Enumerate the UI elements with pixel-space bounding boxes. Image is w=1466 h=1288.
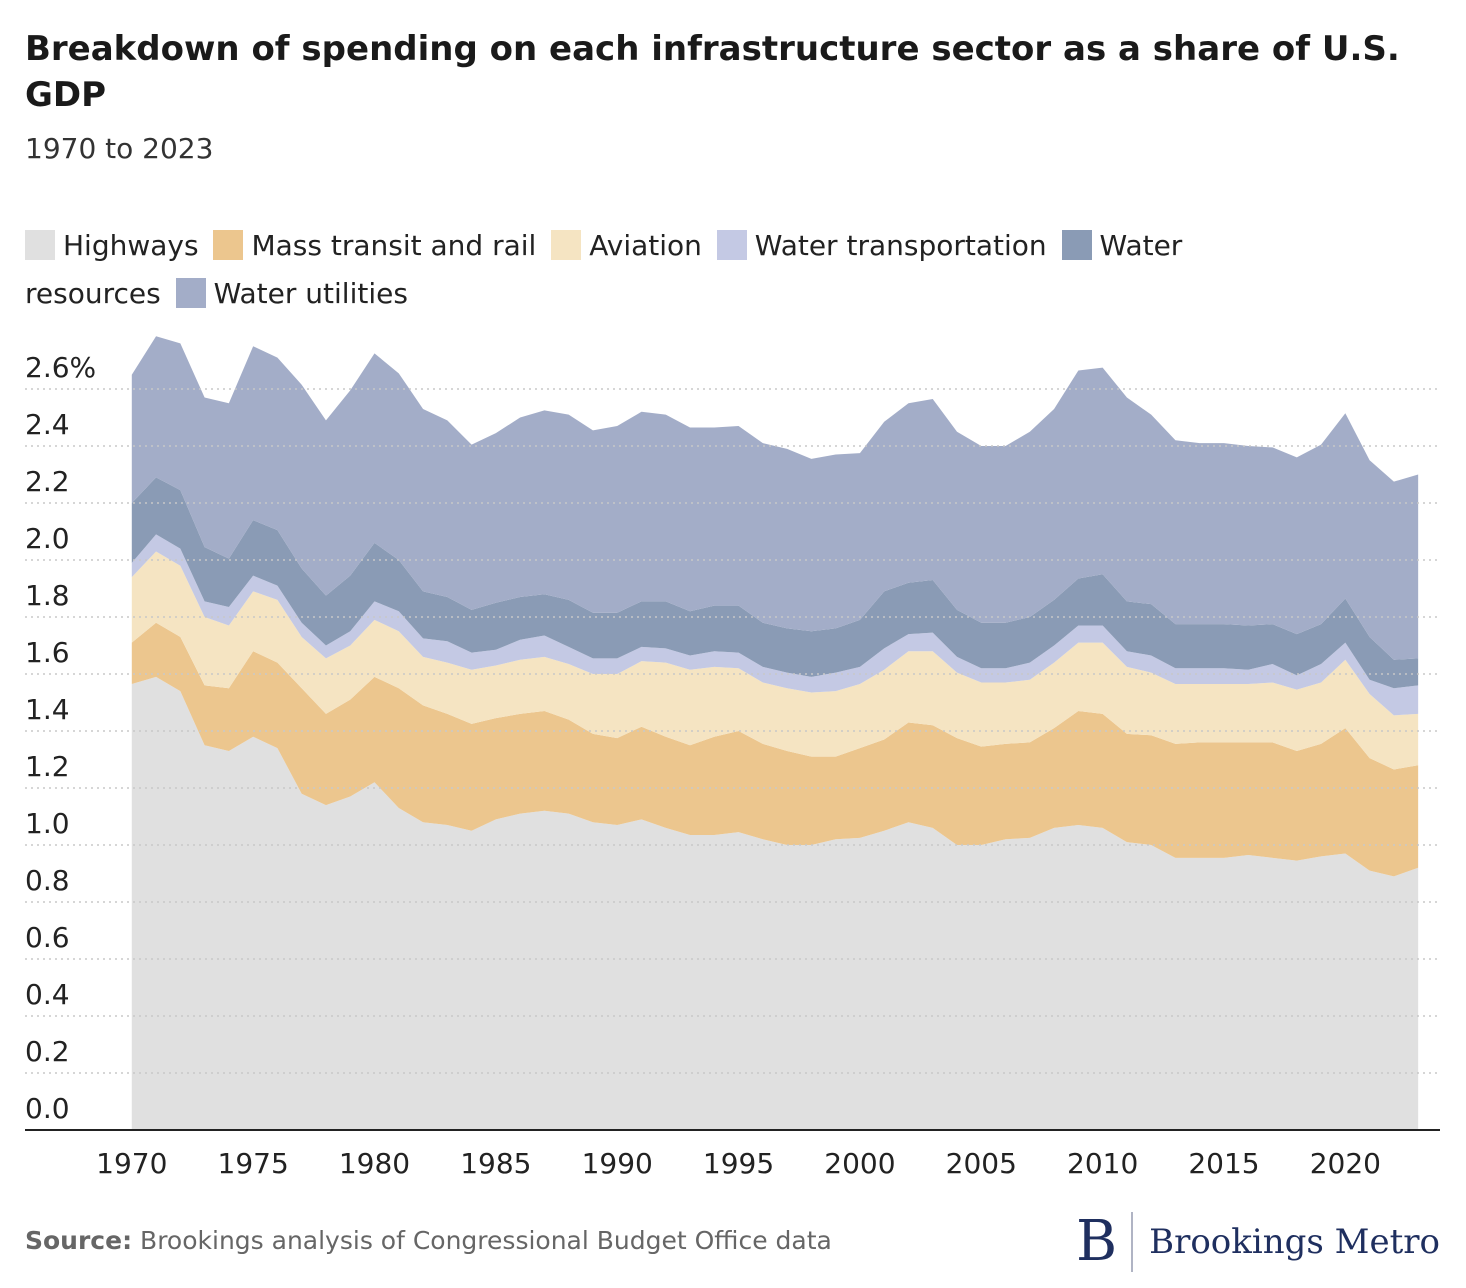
legend-swatch: [213, 230, 244, 260]
legend-item: Water resources: [25, 229, 1182, 310]
x-tick-label: 2000: [824, 1147, 895, 1180]
y-tick-label: 0.2: [25, 1035, 70, 1068]
y-tick-label: 2.0: [25, 522, 70, 555]
x-tick-label: 1990: [582, 1147, 653, 1180]
x-tick-label: 1970: [96, 1147, 167, 1180]
area: [131, 534, 1419, 716]
legend-swatch: [716, 230, 747, 260]
chart-subtitle: 1970 to 2023: [25, 132, 214, 165]
legend-label: Mass transit and rail: [251, 229, 537, 262]
legend-item: Aviation: [551, 229, 702, 262]
logo-mark: B: [1076, 1212, 1134, 1272]
x-tick-label: 2015: [1188, 1147, 1259, 1180]
legend-item: Mass transit and rail: [213, 229, 536, 262]
x-tick-label: 1985: [460, 1147, 531, 1180]
x-tick-label: 2020: [1310, 1147, 1381, 1180]
legend-label: Water utilities: [213, 277, 408, 310]
legend-label: Water transportation: [754, 229, 1047, 262]
x-tick-label: 2010: [1067, 1147, 1138, 1180]
x-tick-label: 1995: [703, 1147, 774, 1180]
y-tick-label: 1.6: [25, 636, 70, 669]
area: [131, 477, 1419, 689]
legend-item: Water transportation: [716, 229, 1047, 262]
area: [131, 622, 1419, 877]
y-tick-label: 2.4: [25, 408, 70, 441]
legend-item: Water utilities: [175, 277, 408, 310]
logo-text: Brookings Metro: [1149, 1222, 1440, 1262]
area: [131, 336, 1419, 660]
y-tick-label: 1.4: [25, 693, 70, 726]
legend-swatch: [551, 230, 582, 260]
y-tick-label: 1.0: [25, 807, 70, 840]
y-tick-label: 0.6: [25, 921, 70, 954]
legend-label: Water resources: [25, 229, 1183, 310]
area: [131, 676, 1419, 1130]
legend: Highways Mass transit and rail Aviation …: [25, 222, 1295, 318]
source-text: Brookings analysis of Congressional Budg…: [140, 1226, 832, 1255]
y-tick-label: 0.8: [25, 864, 70, 897]
y-tick-label: 0.0: [25, 1092, 70, 1125]
legend-swatch: [175, 278, 206, 308]
legend-swatch: [1061, 230, 1092, 260]
x-tick-label: 1980: [339, 1147, 410, 1180]
y-tick-label: 0.4: [25, 978, 70, 1011]
y-tick-label: 1.8: [25, 579, 70, 612]
logo: B Brookings Metro: [1076, 1212, 1440, 1272]
x-tick-label: 1975: [218, 1147, 289, 1180]
x-tick-label: 2005: [946, 1147, 1017, 1180]
source-label: Source:: [25, 1226, 133, 1255]
source-note: Source: Brookings analysis of Congressio…: [25, 1226, 832, 1255]
legend-item: Highways: [25, 229, 199, 262]
y-tick-label: 1.2: [25, 750, 70, 783]
chart-title: Breakdown of spending on each infrastruc…: [25, 29, 1400, 115]
y-tick-label: 2.2: [25, 465, 70, 498]
legend-swatch: [25, 230, 55, 260]
legend-label: Highways: [63, 229, 199, 262]
area: [131, 551, 1419, 770]
y-tick-label: 2.6%: [25, 351, 96, 384]
legend-label: Aviation: [589, 229, 702, 262]
